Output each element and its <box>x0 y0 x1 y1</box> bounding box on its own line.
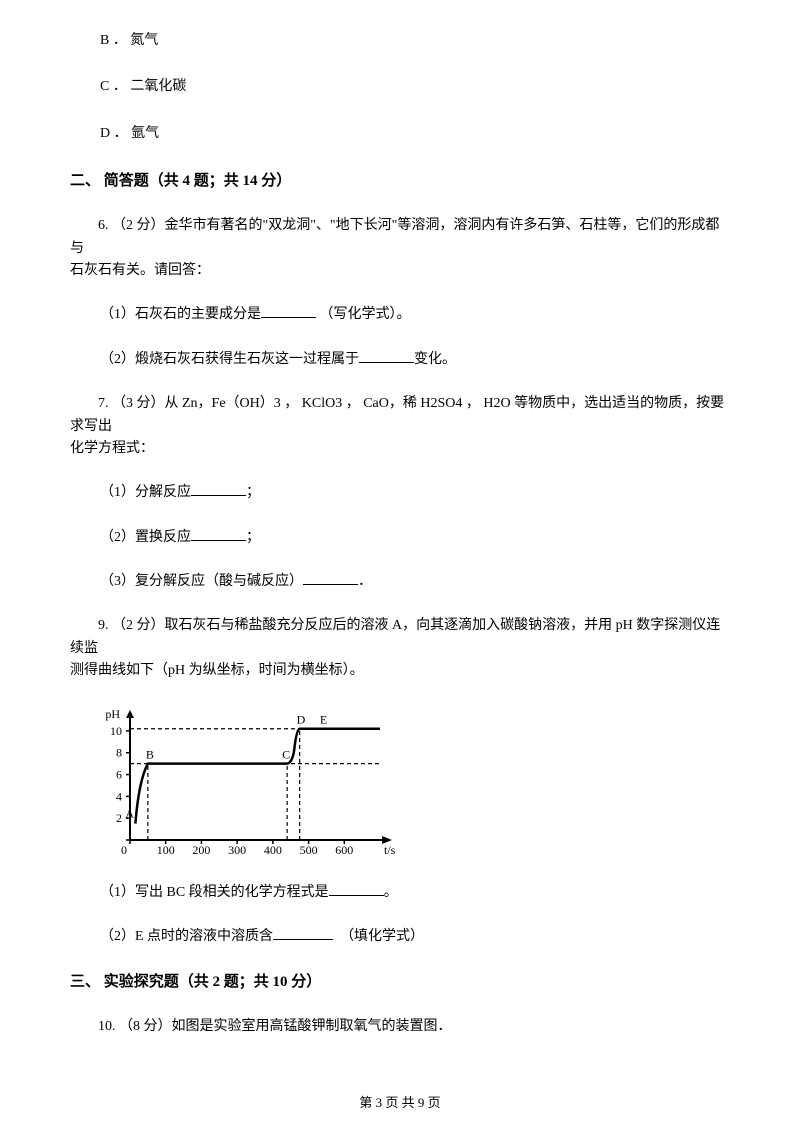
option-c: C ． 二氧化碳 <box>100 76 730 98</box>
section-2-title-text: 二、 简答题（共 4 题；共 14 分） <box>70 173 291 189</box>
q6-stem-b: 石灰石有关。请回答： <box>70 260 210 282</box>
option-b: B ． 氮气 <box>100 30 730 52</box>
q7-p3: （3）复分解反应（酸与碱反应） ． <box>100 571 730 593</box>
svg-text:B: B <box>146 747 154 761</box>
q7-p2: （2）置换反应 ； <box>100 527 730 549</box>
blank-q7-1[interactable] <box>191 482 246 496</box>
q6-p2: （2）煅烧石灰石获得生石灰这一过程属于 变化。 <box>100 349 730 371</box>
q9-p1: （1）写出 BC 段相关的化学方程式是 。 <box>100 882 730 904</box>
q6-stem: 6. （2 分）金华市有著名的"双龙洞"、"地下长河"等溶洞，溶洞内有许多石笋、… <box>70 215 730 282</box>
section-2-title: 二、 简答题（共 4 题；共 14 分） <box>70 169 730 193</box>
q9-p2-a: （2）E 点时的溶液中溶质含 <box>100 929 273 944</box>
option-b-text: B ． 氮气 <box>100 33 158 48</box>
ph-chart: 2468100100200300400500600pHt/sABCDE <box>100 705 730 860</box>
svg-text:pH: pH <box>105 707 120 721</box>
svg-text:4: 4 <box>116 789 122 803</box>
q6-p2-b: 变化。 <box>414 352 456 367</box>
q9-p1-a: （1）写出 BC 段相关的化学方程式是 <box>100 885 329 900</box>
svg-text:2: 2 <box>116 811 122 825</box>
svg-text:600: 600 <box>335 843 353 857</box>
page-footer: 第 3 页 共 9 页 <box>0 1093 800 1114</box>
ph-chart-svg: 2468100100200300400500600pHt/sABCDE <box>100 705 395 860</box>
q6-p1: （1）石灰石的主要成分是 （写化学式）。 <box>100 304 730 326</box>
svg-text:D: D <box>297 712 306 726</box>
svg-text:8: 8 <box>116 745 122 759</box>
q9-stem-a: 9. （2 分）取石灰石与稀盐酸充分反应后的溶液 A，向其逐滴加入碳酸钠溶液，并… <box>70 618 720 655</box>
option-c-text: C ． 二氧化碳 <box>100 79 186 94</box>
blank-q9-2[interactable] <box>273 926 333 940</box>
svg-text:500: 500 <box>300 843 318 857</box>
q7-p2-end: ； <box>246 530 260 545</box>
q7-p1: （1）分解反应 ； <box>100 482 730 504</box>
option-d: D ． 氩气 <box>100 123 730 145</box>
blank-q9-1[interactable] <box>329 882 384 896</box>
section-3-title-text: 三、 实验探究题（共 2 题；共 10 分） <box>70 974 321 990</box>
q10-text: 10. （8 分）如图是实验室用高锰酸钾制取氧气的装置图． <box>98 1019 452 1034</box>
svg-text:E: E <box>320 712 327 726</box>
q10-stem: 10. （8 分）如图是实验室用高锰酸钾制取氧气的装置图． <box>70 1016 730 1038</box>
q6-p2-a: （2）煅烧石灰石获得生石灰这一过程属于 <box>100 352 359 367</box>
q7-stem-a: 7. （3 分）从 Zn，Fe（OH）3 ， KClO3 ， CaO，稀 H2S… <box>70 396 724 433</box>
svg-text:200: 200 <box>192 843 210 857</box>
svg-text:0: 0 <box>121 843 127 857</box>
q9-p2-b: （填化学式） <box>347 929 424 944</box>
blank-q7-2[interactable] <box>191 527 246 541</box>
footer-text: 第 3 页 共 9 页 <box>359 1095 440 1110</box>
section-3-title: 三、 实验探究题（共 2 题；共 10 分） <box>70 970 730 994</box>
q6-stem-a: 6. （2 分）金华市有著名的"双龙洞"、"地下长河"等溶洞，溶洞内有许多石笋、… <box>70 218 719 255</box>
q7-p1-end: ； <box>246 485 260 500</box>
q6-p1-a: （1）石灰石的主要成分是 <box>100 307 261 322</box>
q7-p1-a: （1）分解反应 <box>100 485 191 500</box>
svg-text:400: 400 <box>264 843 282 857</box>
svg-text:6: 6 <box>116 767 122 781</box>
blank-q6-2[interactable] <box>359 349 414 363</box>
q6-p1-b: （写化学式）。 <box>320 307 411 322</box>
q9-p2: （2）E 点时的溶液中溶质含 （填化学式） <box>100 926 730 948</box>
svg-text:t/s: t/s <box>384 843 395 857</box>
q7-p3-end: ． <box>358 574 372 589</box>
blank-q6-1[interactable] <box>261 304 316 318</box>
option-d-text: D ． 氩气 <box>100 126 159 141</box>
q9-stem: 9. （2 分）取石灰石与稀盐酸充分反应后的溶液 A，向其逐滴加入碳酸钠溶液，并… <box>70 615 730 682</box>
q7-stem-b: 化学方程式： <box>70 438 154 460</box>
q7-p3-a: （3）复分解反应（酸与碱反应） <box>100 574 303 589</box>
svg-text:C: C <box>282 747 290 761</box>
q9-stem-b: 测得曲线如下（pH 为纵坐标，时间为横坐标）。 <box>70 660 364 682</box>
q7-stem: 7. （3 分）从 Zn，Fe（OH）3 ， KClO3 ， CaO，稀 H2S… <box>70 393 730 460</box>
svg-text:300: 300 <box>228 843 246 857</box>
svg-text:A: A <box>125 806 134 820</box>
blank-q7-3[interactable] <box>303 571 358 585</box>
svg-text:100: 100 <box>157 843 175 857</box>
q9-p1-b: 。 <box>384 885 398 900</box>
q7-p2-a: （2）置换反应 <box>100 530 191 545</box>
svg-text:10: 10 <box>110 724 122 738</box>
